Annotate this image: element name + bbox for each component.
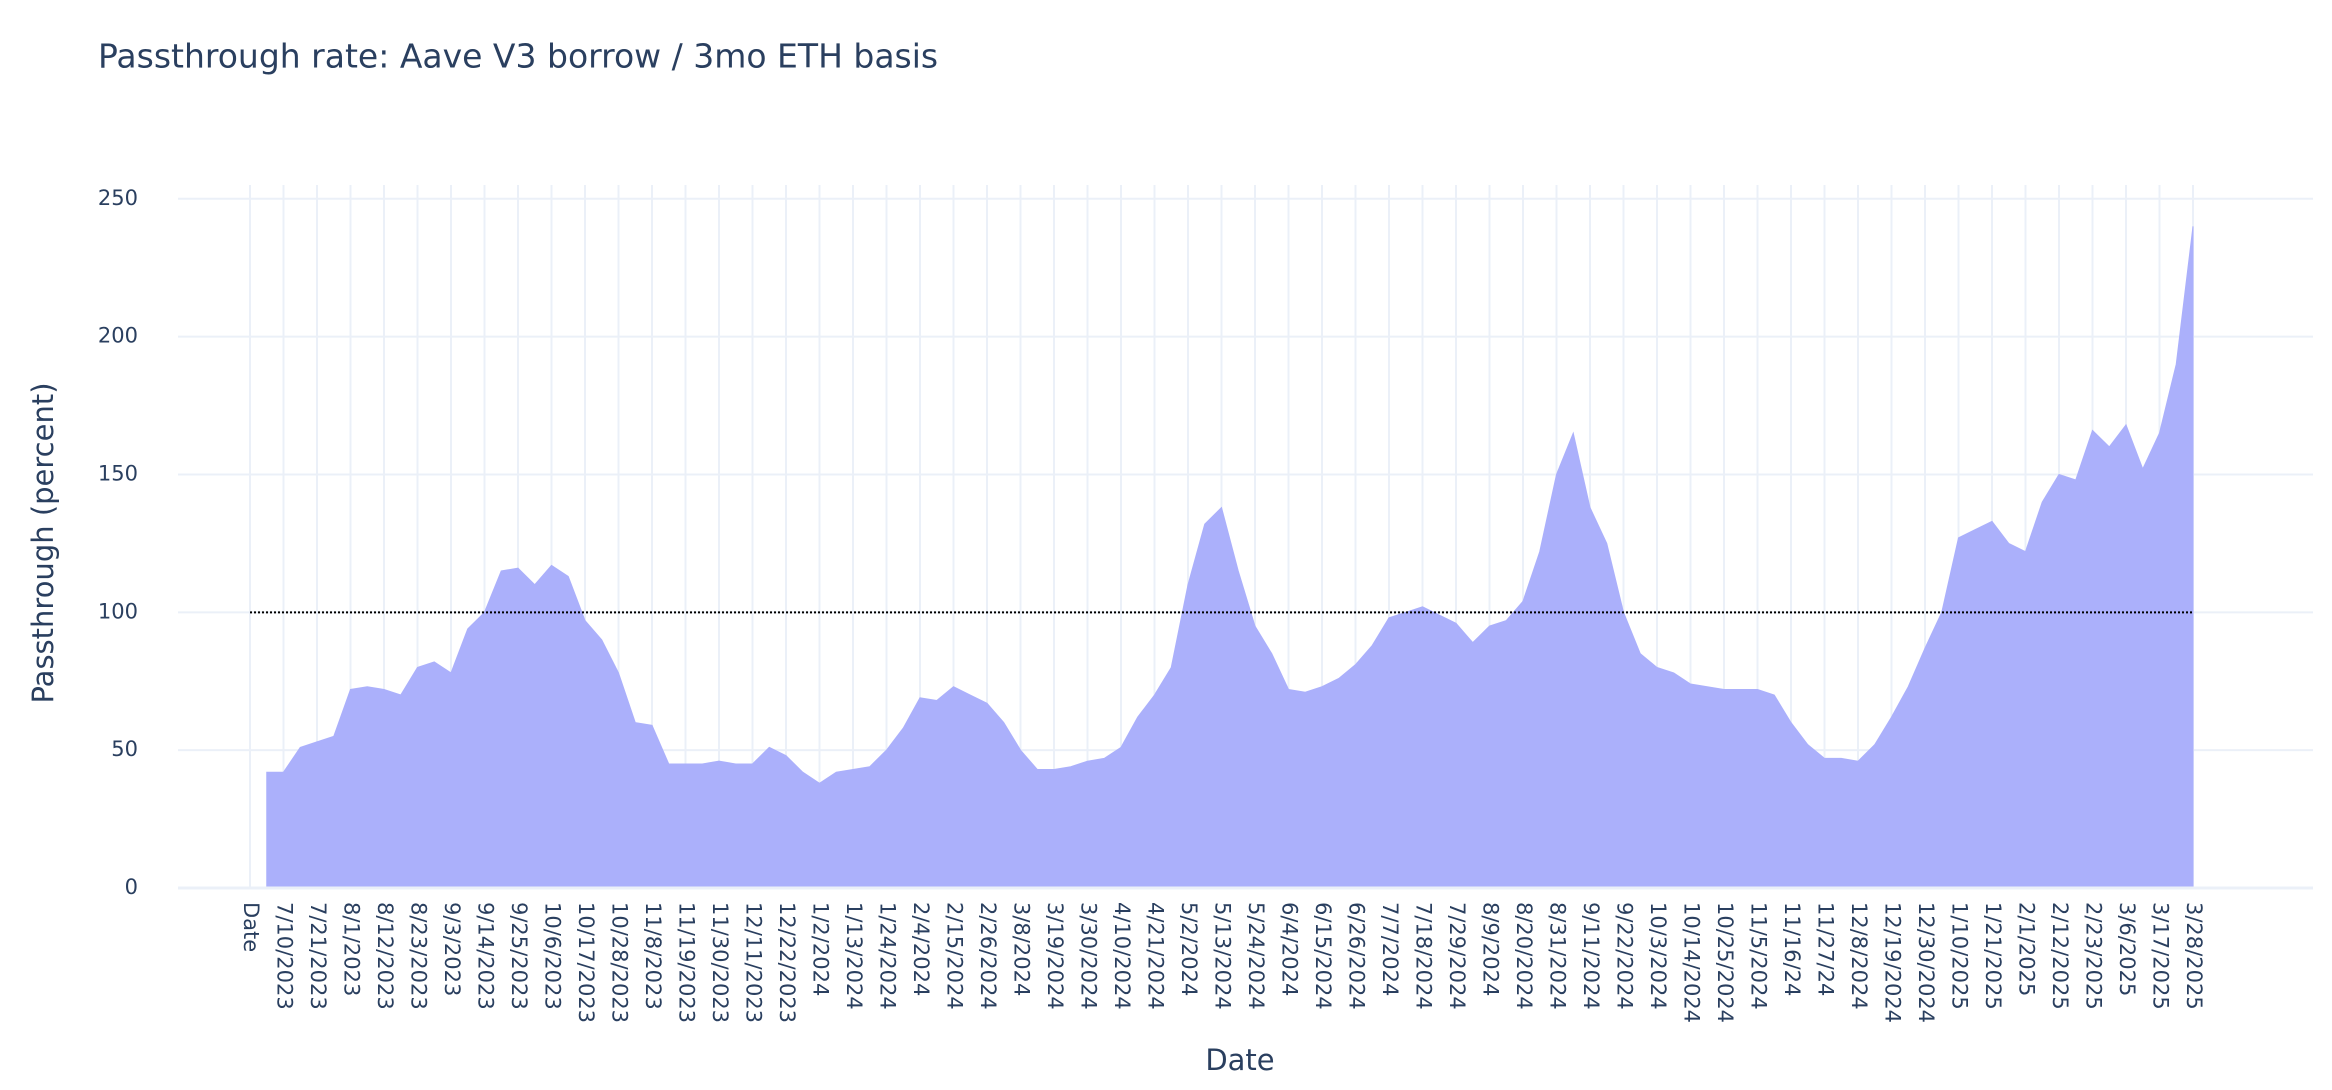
x-tick-label: 11/19/2023 xyxy=(675,902,699,1023)
x-tick-label: 11/27/24 xyxy=(1814,902,1838,996)
x-tick-label: 9/3/2023 xyxy=(440,902,464,996)
x-tick-label: 6/15/2024 xyxy=(1311,902,1335,1010)
x-tick-label: 2/1/2025 xyxy=(2015,902,2039,996)
x-tick-label: 2/4/2024 xyxy=(909,902,933,996)
x-axis-title: Date xyxy=(1205,1043,1274,1077)
y-tick-label: 200 xyxy=(98,324,138,348)
x-tick-label: 8/23/2023 xyxy=(407,902,431,1010)
x-tick-label: 9/22/2024 xyxy=(1613,902,1637,1010)
x-tick-label: 2/26/2024 xyxy=(976,902,1000,1010)
x-tick-label: 1/21/2025 xyxy=(1981,902,2005,1010)
x-tick-label: 12/11/2023 xyxy=(742,902,766,1023)
x-tick-label: 12/8/2024 xyxy=(1847,902,1871,1010)
x-tick-label: 5/24/2024 xyxy=(1244,902,1268,1010)
x-tick-label: 12/30/2024 xyxy=(1914,902,1938,1023)
x-tick-label: 7/7/2024 xyxy=(1378,902,1402,996)
x-tick-label: 10/17/2023 xyxy=(574,902,598,1023)
x-tick-label: 10/3/2024 xyxy=(1646,902,1670,1010)
x-tick-label: 8/31/2024 xyxy=(1546,902,1570,1010)
y-tick-label: 150 xyxy=(98,461,138,485)
x-tick-label: 11/16/24 xyxy=(1780,902,1804,996)
x-tick-label: 1/10/2025 xyxy=(1948,902,1972,1010)
x-tick-label: 9/25/2023 xyxy=(507,902,531,1010)
y-tick-label: 50 xyxy=(111,737,138,761)
x-tick-label: 8/9/2024 xyxy=(1479,902,1503,996)
x-tick-label: 12/22/2023 xyxy=(775,902,799,1023)
x-tick-label: 4/10/2024 xyxy=(1110,902,1134,1010)
x-tick-label: 11/30/2023 xyxy=(708,902,732,1023)
y-tick-label: 0 xyxy=(125,875,138,899)
x-tick-label: 8/12/2023 xyxy=(373,902,397,1010)
x-tick-label: Date xyxy=(239,902,263,952)
x-tick-label: 8/20/2024 xyxy=(1512,902,1536,1010)
x-tick-label: 3/28/2025 xyxy=(2182,902,2206,1010)
x-tick-label: 12/19/2024 xyxy=(1881,902,1905,1023)
x-tick-label: 9/11/2024 xyxy=(1579,902,1603,1010)
x-tick-label: 1/2/2024 xyxy=(809,902,833,996)
x-tick-label: 3/19/2024 xyxy=(1043,902,1067,1010)
x-tick-label: 10/28/2023 xyxy=(608,902,632,1023)
x-tick-label: 8/1/2023 xyxy=(340,902,364,996)
x-tick-label: 7/10/2023 xyxy=(273,902,297,1010)
x-tick-label: 3/17/2025 xyxy=(2149,902,2173,1010)
x-tick-label: 2/23/2025 xyxy=(2082,902,2106,1010)
x-tick-label: 7/21/2023 xyxy=(306,902,330,1010)
x-tick-label: 11/8/2023 xyxy=(641,902,665,1010)
x-tick-label: 6/26/2024 xyxy=(1345,902,1369,1010)
y-tick-label: 250 xyxy=(98,186,138,210)
x-tick-label: 2/12/2025 xyxy=(2048,902,2072,1010)
x-tick-label: 11/5/2024 xyxy=(1747,902,1771,1010)
x-tick-label: 4/21/2024 xyxy=(1144,902,1168,1010)
area xyxy=(266,226,2194,889)
x-tick-label: 5/13/2024 xyxy=(1211,902,1235,1010)
x-tick-label: 3/6/2025 xyxy=(2115,902,2139,996)
x-tick-label: 1/13/2024 xyxy=(842,902,866,1010)
x-tick-label: 10/6/2023 xyxy=(541,902,565,1010)
x-tick-label: 5/2/2024 xyxy=(1177,902,1201,996)
y-tick-label: 100 xyxy=(98,599,138,623)
x-tick-label: 7/18/2024 xyxy=(1412,902,1436,1010)
x-tick-label: 10/25/2024 xyxy=(1713,902,1737,1023)
x-tick-label: 3/8/2024 xyxy=(1010,902,1034,996)
x-tick-label: 7/29/2024 xyxy=(1445,902,1469,1010)
y-axis-title: Passthrough (percent) xyxy=(26,382,60,703)
x-tick-label: 6/4/2024 xyxy=(1278,902,1302,996)
x-tick-label: 10/14/2024 xyxy=(1680,902,1704,1023)
x-tick-label: 1/24/2024 xyxy=(876,902,900,1010)
x-tick-label: 9/14/2023 xyxy=(474,902,498,1010)
x-tick-label: 3/30/2024 xyxy=(1077,902,1101,1010)
chart-title: Passthrough rate: Aave V3 borrow / 3mo E… xyxy=(98,37,938,76)
x-tick-label: 2/15/2024 xyxy=(943,902,967,1010)
